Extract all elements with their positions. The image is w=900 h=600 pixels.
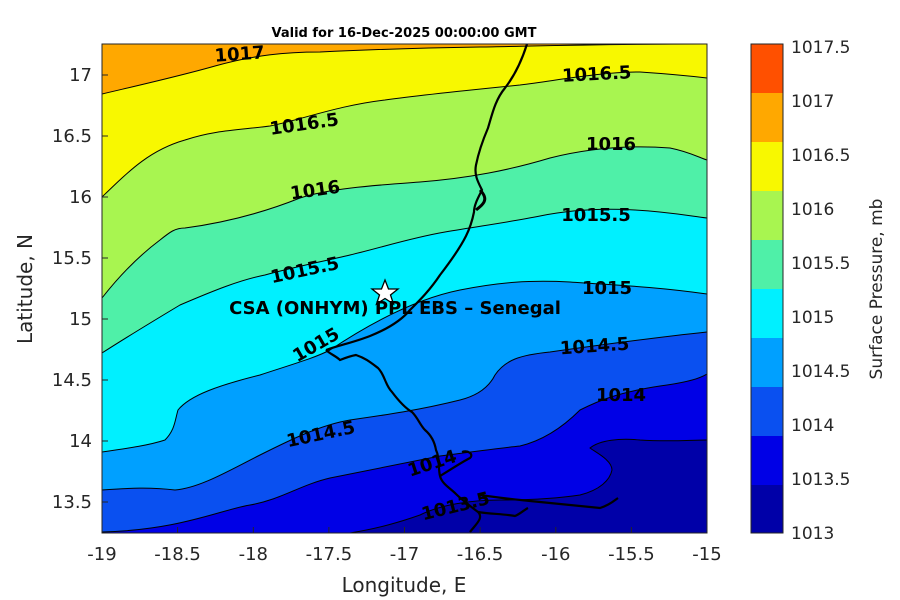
contour-label: 1016 bbox=[586, 134, 636, 155]
x-tick-label: -19 bbox=[87, 544, 116, 565]
colorbar-tick-label: 1017.5 bbox=[791, 38, 850, 58]
x-tick-label: -18.5 bbox=[154, 544, 201, 565]
colorbar-swatch bbox=[751, 142, 783, 191]
colorbar-swatch bbox=[751, 484, 783, 533]
contour-label: 1015 bbox=[582, 278, 632, 299]
colorbar-label: Surface Pressure, mb bbox=[867, 199, 887, 380]
colorbar-tick-label: 1015 bbox=[791, 308, 834, 328]
y-tick-label: 15 bbox=[69, 309, 92, 330]
contour-label: 1014.5 bbox=[559, 334, 630, 360]
contour-label: 1015.5 bbox=[561, 205, 630, 226]
y-tick-label: 16.5 bbox=[52, 126, 92, 147]
colorbar-tick-label: 1013.5 bbox=[791, 470, 850, 490]
colorbar-swatch bbox=[751, 338, 783, 387]
contour-label: 1017 bbox=[214, 42, 265, 66]
colorbar-swatch bbox=[751, 387, 783, 436]
colorbar-tick-label: 1016.5 bbox=[791, 146, 850, 166]
y-axis: 13.5 14 14.5 15 15.5 16 16.5 17 Latitude… bbox=[13, 65, 108, 513]
band-1013 bbox=[350, 439, 707, 533]
site-star-icon bbox=[370, 278, 400, 306]
colorbar-swatch bbox=[751, 191, 783, 240]
colorbar-swatch bbox=[751, 289, 783, 338]
colorbar-tick-label: 1016 bbox=[791, 200, 834, 220]
y-tick-label: 16 bbox=[69, 187, 92, 208]
x-tick-label: -18 bbox=[239, 544, 268, 565]
colorbar-tick-label: 1014.5 bbox=[791, 362, 850, 382]
colorbar-tick-label: 1017 bbox=[791, 92, 834, 112]
contour-lines bbox=[102, 44, 707, 533]
colorbar: 1013 1013.5 1014 1014.5 1015 1015.5 1016… bbox=[750, 38, 887, 544]
x-axis: -19 -18.5 -18 -17.5 -17 -16.5 -16 -15.5 … bbox=[87, 527, 722, 597]
colorbar-swatch bbox=[751, 436, 783, 485]
colorbar-swatch bbox=[751, 93, 783, 142]
x-tick-label: -16 bbox=[541, 544, 570, 565]
contour-label: 1014 bbox=[596, 385, 646, 406]
site-label: CSA (ONHYM) PPL EBS – Senegal bbox=[229, 298, 561, 319]
x-tick-label: -15.5 bbox=[608, 544, 655, 565]
y-tick-label: 15.5 bbox=[52, 248, 92, 269]
y-axis-label: Latitude, N bbox=[13, 234, 37, 344]
colorbar-swatch bbox=[751, 240, 783, 289]
x-axis-label: Longitude, E bbox=[342, 573, 467, 597]
colorbar-swatch bbox=[751, 44, 783, 93]
y-tick-label: 14 bbox=[69, 431, 92, 452]
colorbar-tick-label: 1015.5 bbox=[791, 254, 850, 274]
y-tick-label: 17 bbox=[69, 65, 92, 86]
y-tick-label: 14.5 bbox=[52, 370, 92, 391]
colorbar-tick-label: 1013 bbox=[791, 524, 834, 544]
contour-label: 1016.5 bbox=[561, 62, 631, 87]
coastline-borders bbox=[325, 44, 619, 533]
colorbar-tick-label: 1014 bbox=[791, 416, 834, 436]
x-tick-label: -16.5 bbox=[457, 544, 504, 565]
x-tick-label: -17.5 bbox=[306, 544, 353, 565]
x-tick-label: -17 bbox=[390, 544, 419, 565]
plot-title: Valid for 16-Dec-2025 00:00:00 GMT bbox=[272, 26, 537, 41]
contour-fill bbox=[102, 44, 707, 533]
band-1013-5 bbox=[102, 374, 707, 533]
y-tick-label: 13.5 bbox=[52, 492, 92, 513]
x-tick-label: -15 bbox=[692, 544, 721, 565]
